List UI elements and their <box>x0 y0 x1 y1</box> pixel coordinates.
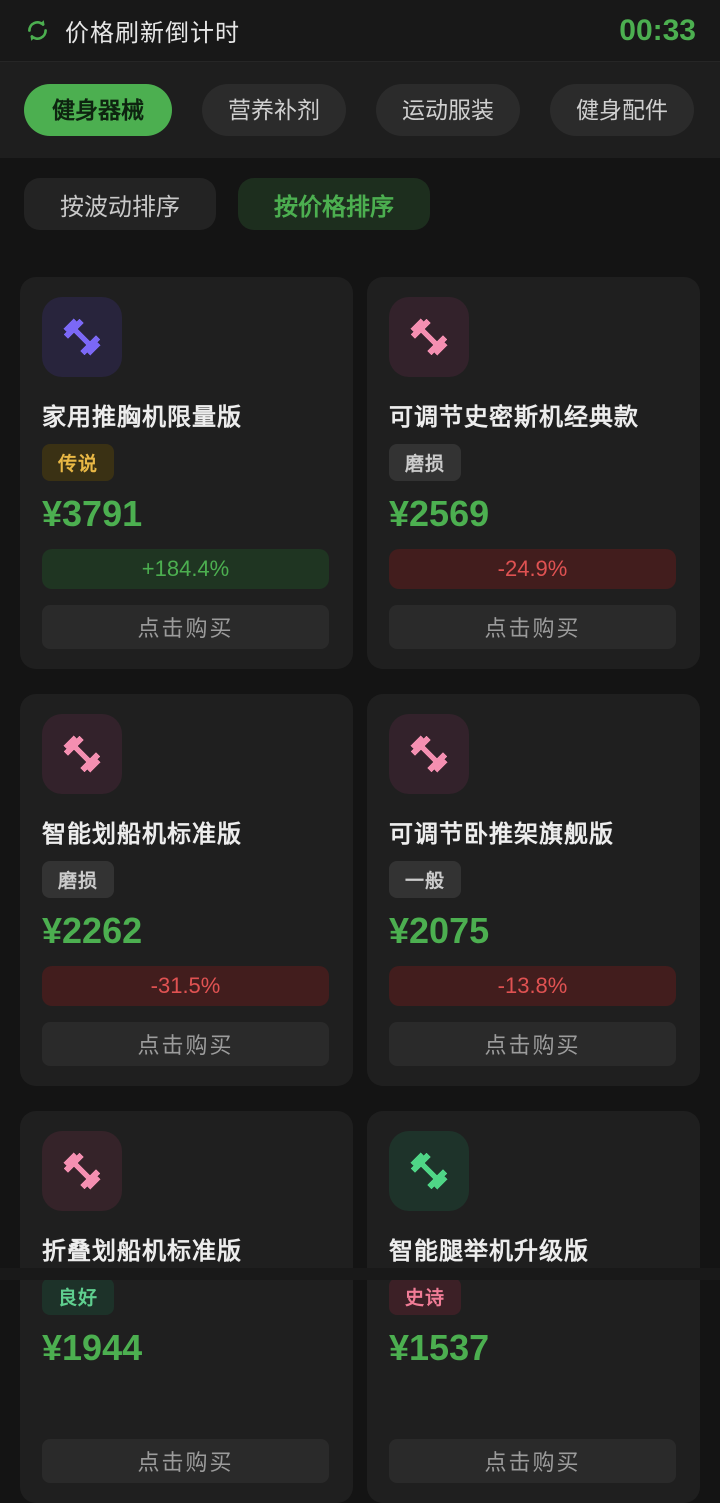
bottom-bar <box>0 1268 720 1280</box>
product-name: 折叠划船机标准版 <box>42 1238 242 1265</box>
buy-button[interactable]: 点击购买 <box>42 605 329 649</box>
header-bar: 价格刷新倒计时 00:33 <box>0 0 720 62</box>
product-grid: 家用推胸机限量版 传说 ¥3791 +184.4% 点击购买 可调节史密斯机经典… <box>0 277 720 1503</box>
product-card: 可调节史密斯机经典款 磨损 ¥2569 -24.9% 点击购买 <box>367 277 700 669</box>
product-name: 智能腿举机升级版 <box>389 1238 589 1265</box>
rarity-badge: 磨损 <box>42 861 115 898</box>
tab-nutrition[interactable]: 营养补剂 <box>202 84 346 136</box>
product-card: 家用推胸机限量版 传说 ¥3791 +184.4% 点击购买 <box>20 277 353 669</box>
rarity-badge: 传说 <box>42 444 115 481</box>
rarity-badge: 一般 <box>389 861 462 898</box>
product-icon-tile <box>42 297 122 377</box>
product-icon-tile <box>42 714 122 794</box>
refresh-icon <box>24 17 51 44</box>
product-icon-tile <box>389 1131 469 1211</box>
product-price: ¥2075 <box>389 910 490 951</box>
rarity-badge: 良好 <box>42 1278 115 1315</box>
buy-button[interactable]: 点击购买 <box>389 1439 676 1483</box>
dumbbell-icon <box>63 735 101 773</box>
price-change-pill: -13.8% <box>389 966 676 1006</box>
buy-button[interactable]: 点击购买 <box>389 1022 676 1066</box>
buy-button[interactable]: 点击购买 <box>42 1439 329 1483</box>
product-card: 智能划船机标准版 磨损 ¥2262 -31.5% 点击购买 <box>20 694 353 1086</box>
rarity-badge: 磨损 <box>389 444 462 481</box>
price-change-pill: +184.4% <box>42 549 329 589</box>
product-price: ¥3791 <box>42 493 143 534</box>
product-name: 可调节史密斯机经典款 <box>389 404 639 431</box>
dumbbell-icon <box>410 735 448 773</box>
product-price: ¥1944 <box>42 1327 143 1368</box>
buy-button[interactable]: 点击购买 <box>389 605 676 649</box>
dumbbell-icon <box>63 318 101 356</box>
product-price: ¥2262 <box>42 910 143 951</box>
rarity-badge: 史诗 <box>389 1278 462 1315</box>
category-tab-bar: 健身器械 营养补剂 运动服装 健身配件 康复器材 <box>0 62 720 158</box>
product-icon-tile <box>42 1131 122 1211</box>
product-price: ¥1537 <box>389 1327 490 1368</box>
sort-bar: 按波动排序 按价格排序 <box>0 158 720 230</box>
buy-button[interactable]: 点击购买 <box>42 1022 329 1066</box>
dumbbell-icon <box>410 1152 448 1190</box>
product-name: 智能划船机标准版 <box>42 821 242 848</box>
product-icon-tile <box>389 297 469 377</box>
tab-sportswear[interactable]: 运动服装 <box>376 84 520 136</box>
product-name: 可调节卧推架旗舰版 <box>389 821 614 848</box>
price-change-pill: -24.9% <box>389 549 676 589</box>
dumbbell-icon <box>63 1152 101 1190</box>
product-card: 折叠划船机标准版 良好 ¥1944 点击购买 <box>20 1111 353 1503</box>
product-name: 家用推胸机限量版 <box>42 404 242 431</box>
product-price: ¥2569 <box>389 493 490 534</box>
sort-by-price-button[interactable]: 按价格排序 <box>238 178 430 230</box>
price-change-pill: -31.5% <box>42 966 329 1006</box>
tab-accessories[interactable]: 健身配件 <box>550 84 694 136</box>
countdown-timer: 00:33 <box>619 13 696 47</box>
sort-by-volatility-button[interactable]: 按波动排序 <box>24 178 216 230</box>
tab-fitness-equipment[interactable]: 健身器械 <box>24 84 172 136</box>
page-title: 价格刷新倒计时 <box>65 20 240 47</box>
product-icon-tile <box>389 714 469 794</box>
product-card: 可调节卧推架旗舰版 一般 ¥2075 -13.8% 点击购买 <box>367 694 700 1086</box>
product-card: 智能腿举机升级版 史诗 ¥1537 点击购买 <box>367 1111 700 1503</box>
dumbbell-icon <box>410 318 448 356</box>
